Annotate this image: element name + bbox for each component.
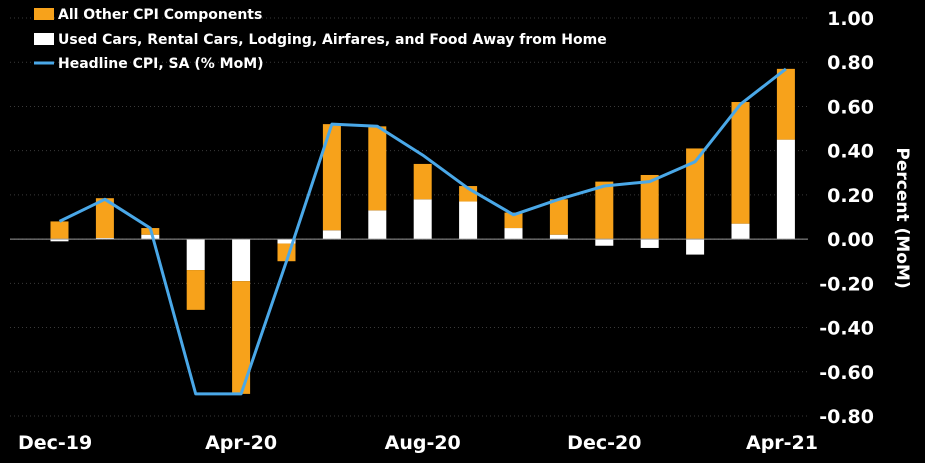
bar-white-component xyxy=(595,239,614,246)
x-tick-label: Aug-20 xyxy=(385,432,461,454)
x-tick-label: Dec-19 xyxy=(18,432,92,454)
bar-orange-component xyxy=(95,198,114,239)
bar-white-component xyxy=(459,201,478,240)
bar-white-component xyxy=(504,228,523,240)
bar-orange-component xyxy=(731,102,750,224)
y-tick-label: -0.60 xyxy=(819,362,874,384)
bar-white-component xyxy=(413,199,432,240)
y-axis-ticks: 1.00 0.80 0.60 0.40 0.20 0.00 -0.20 -0.40 -0.60 -… xyxy=(819,8,874,428)
y-tick-label: -0.80 xyxy=(819,406,874,428)
y-tick-label: 0.40 xyxy=(827,141,874,163)
bar-white-component xyxy=(141,234,160,240)
legend-label: All Other CPI Components xyxy=(58,7,262,23)
bar-orange-component xyxy=(232,281,251,394)
x-tick-label: Apr-21 xyxy=(746,432,818,454)
legend-label: Headline CPI, SA (% MoM) xyxy=(58,56,264,72)
bar-white-component xyxy=(322,230,341,240)
y-tick-label: -0.40 xyxy=(819,318,874,340)
y-tick-label: 0.00 xyxy=(827,229,874,251)
bar-orange-component xyxy=(776,68,795,140)
y-tick-label: 0.20 xyxy=(827,185,874,207)
grid-lines xyxy=(10,17,808,417)
bar-orange-component xyxy=(504,212,523,229)
y-tick-label: 0.60 xyxy=(827,96,874,118)
bar-white-component xyxy=(368,210,387,240)
y-tick-label: 1.00 xyxy=(827,8,874,30)
bar-orange-component xyxy=(50,221,69,240)
bars xyxy=(50,68,795,394)
bar-orange-component xyxy=(322,124,341,231)
bar-orange-component xyxy=(640,174,659,240)
bar-orange-component xyxy=(549,199,568,235)
bar-white-component xyxy=(731,223,750,240)
x-axis-ticks: Dec-19 Apr-20 Aug-20 Dec-20 Apr-21 xyxy=(18,432,818,454)
y-axis-title: Percent (MoM) xyxy=(892,147,912,288)
bar-white-component xyxy=(549,234,568,240)
bar-orange-component xyxy=(186,270,205,310)
bar-white-component xyxy=(277,239,296,244)
y-tick-label: -0.20 xyxy=(819,273,874,295)
bar-white-component xyxy=(232,239,251,282)
headline-cpi-polyline xyxy=(58,67,787,396)
headline-cpi-line xyxy=(58,67,787,396)
bar-white-component xyxy=(640,239,659,248)
legend-label: Used Cars, Rental Cars, Lodging, Airfare… xyxy=(58,32,607,48)
legend-swatch xyxy=(34,8,54,20)
bar-orange-component xyxy=(686,148,705,240)
x-tick-label: Dec-20 xyxy=(567,432,641,454)
legend: All Other CPI Components Used Cars, Renta… xyxy=(34,7,607,72)
bar-white-component xyxy=(186,239,205,271)
bar-white-component xyxy=(95,238,114,240)
bar-white-component xyxy=(50,239,69,242)
x-tick-label: Apr-20 xyxy=(205,432,277,454)
bar-orange-component xyxy=(595,181,614,240)
bar-orange-component xyxy=(413,163,432,200)
y-tick-label: 0.80 xyxy=(827,52,874,74)
legend-swatch xyxy=(34,33,54,45)
bar-orange-component xyxy=(368,126,387,211)
bar-white-component xyxy=(686,239,705,255)
bar-white-component xyxy=(776,139,795,240)
